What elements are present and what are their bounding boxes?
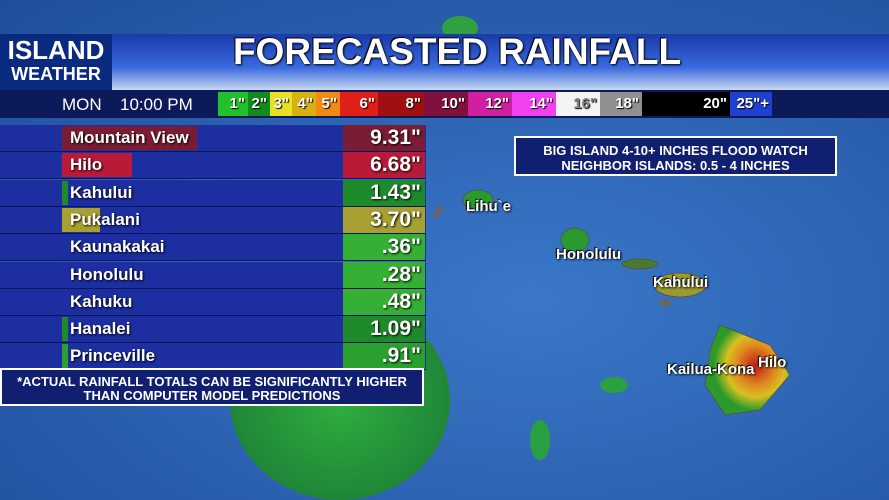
row-value: 6.68": [343, 152, 425, 179]
legend-item: 10": [424, 92, 468, 116]
map-label: Lihu`e: [466, 198, 511, 215]
legend-item: 1": [218, 92, 248, 116]
day: MON: [62, 95, 102, 114]
table-row: Hanalei 1.09": [0, 316, 426, 344]
island: [560, 227, 590, 253]
row-name: Kaunakakai: [70, 237, 165, 257]
row-value: 3.70": [343, 206, 425, 233]
table-row: Hilo 6.68": [0, 152, 426, 180]
legend-item: 3": [270, 92, 292, 116]
title: FORECASTED RAINFALL: [232, 31, 682, 72]
island: [462, 189, 494, 211]
notice-line: NEIGHBOR ISLANDS: 0.5 - 4 INCHES: [561, 158, 790, 173]
name-swatch: [62, 344, 68, 369]
row-name: Hilo: [70, 155, 103, 175]
island: [659, 299, 671, 307]
row-value: 9.31": [343, 125, 425, 151]
name-swatch: [62, 153, 132, 178]
header-band: [0, 34, 889, 90]
row-value: .91": [343, 343, 425, 370]
legend-item: 25"+: [730, 92, 772, 116]
legend-item: 8": [378, 92, 424, 116]
row-value: .48": [343, 288, 425, 315]
legend-item: 14": [512, 92, 556, 116]
logo: ISLAND WEATHER: [0, 34, 112, 90]
timebar: MON 10:00 PM 1" 2" 3" 4" 5" 6" 8" 10" 12" 14" 16" 1…: [0, 90, 889, 118]
row-name: Mountain View: [70, 128, 189, 147]
rain-area: [600, 377, 628, 393]
time: 10:00 PM: [120, 95, 193, 114]
legend-item: 18": [600, 92, 642, 116]
row-value: 1.43": [343, 179, 425, 206]
logo-line: ISLAND: [7, 35, 105, 65]
island: [621, 258, 659, 270]
row-name: Kahuku: [70, 291, 133, 311]
table-row: Kaunakakai .36": [0, 234, 426, 262]
map-label: Hilo: [758, 354, 787, 371]
map-label: Kahului: [653, 274, 708, 291]
table-row: Kahului 1.43": [0, 179, 426, 207]
map-label: Honolulu: [556, 246, 621, 263]
rain-area: [530, 420, 550, 460]
footnote: *ACTUAL RAINFALL TOTALS CAN BE SIGNIFICA…: [0, 368, 424, 406]
legend-item: 6": [340, 92, 378, 116]
notice: BIG ISLAND 4-10+ INCHES FLOOD WATCH NEIG…: [514, 136, 837, 176]
legend-item: 5": [316, 92, 340, 116]
name-swatch: [62, 180, 68, 205]
name-swatch: [62, 207, 100, 232]
footnote-line: THAN COMPUTER MODEL PREDICTIONS: [83, 388, 341, 403]
island: [432, 205, 444, 219]
row-name: Princeville: [70, 346, 156, 366]
footnote-line: *ACTUAL RAINFALL TOTALS CAN BE SIGNIFICA…: [17, 374, 407, 389]
table-row: Kahuku .48": [0, 288, 426, 316]
table-row: Princeville .91": [0, 343, 426, 371]
legend-item: 2": [248, 92, 270, 116]
row-name: Hanalei: [70, 319, 131, 339]
logo-line: WEATHER: [11, 64, 101, 84]
legend-item: 4": [292, 92, 316, 116]
map-label: Kailua-Kona: [667, 361, 755, 378]
island: [653, 272, 707, 298]
row-value: 1.09": [343, 316, 425, 343]
row-name: Honolulu: [70, 264, 144, 284]
table-row: Honolulu .28": [0, 261, 426, 289]
row-name: Kahului: [70, 182, 133, 202]
row-value: .28": [343, 261, 425, 288]
table-row: Pukalani 3.70": [0, 206, 426, 234]
legend-item: 12": [468, 92, 512, 116]
legend-item: 20": [642, 92, 730, 116]
legend-item: 16": [556, 92, 600, 116]
name-swatch: [62, 317, 68, 342]
name-swatch: [62, 126, 197, 150]
table-row: Mountain View 9.31": [0, 125, 426, 152]
island: [704, 324, 791, 416]
row-name: Pukalani: [70, 209, 140, 229]
row-value: .36": [343, 234, 425, 261]
notice-line: BIG ISLAND 4-10+ INCHES FLOOD WATCH: [543, 143, 808, 158]
